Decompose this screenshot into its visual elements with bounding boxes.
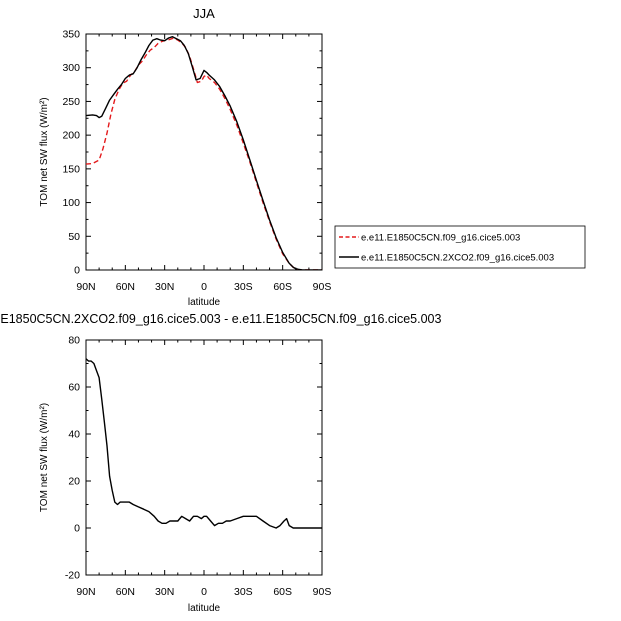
y-tick-label: 50	[68, 231, 80, 243]
x-axis-label: latitude	[188, 297, 221, 308]
y-tick-label: 20	[68, 476, 80, 488]
y-tick-label: 100	[62, 197, 80, 209]
series-line-0	[86, 358, 322, 529]
plot-frame	[85, 33, 323, 271]
y-tick-label: 60	[68, 382, 80, 394]
x-tick-label: 0	[201, 586, 207, 598]
x-tick-label: 60N	[116, 586, 135, 598]
series-line-1	[86, 36, 322, 270]
y-tick-label: -20	[65, 570, 80, 582]
x-tick-label: 60S	[273, 586, 292, 598]
x-tick-label: 0	[201, 281, 207, 293]
y-tick-label: 0	[74, 265, 80, 277]
y-tick-label: 350	[62, 29, 80, 41]
y-axis-label: TOM net SW flux (W/m²)	[39, 403, 50, 512]
series-line-0	[86, 37, 322, 270]
x-tick-label: 90N	[76, 281, 95, 293]
y-tick-label: 150	[62, 163, 80, 175]
x-tick-label: 60N	[116, 281, 135, 293]
x-tick-label: 30N	[155, 281, 174, 293]
legend-label-1: e.e11.E1850C5CN.2XCO2.f09_g16.cice5.003	[361, 253, 554, 264]
x-tick-label: 90S	[313, 281, 332, 293]
legend-box	[334, 225, 586, 269]
x-tick-label: 30N	[155, 586, 174, 598]
y-tick-label: 80	[68, 335, 80, 347]
y-tick-label: 0	[74, 523, 80, 535]
x-tick-label: 90N	[76, 586, 95, 598]
x-tick-label: 90S	[313, 586, 332, 598]
chart-title: JJA	[193, 6, 215, 21]
chart-bottom: 90N 60N 30N 0 30S 60S 90S -20 0 20 40 60 80 e.e11.E18…	[0, 312, 441, 614]
y-axis-label: TOM net SW flux (W/m²)	[39, 97, 50, 206]
y-tick-label: 200	[62, 130, 80, 142]
chart-top: 90N 60N 30N 0 30S 60S 90S 0 50 100 150 200 250 300 350…	[39, 6, 586, 308]
plot-frame	[85, 339, 323, 576]
y-tick-label: 250	[62, 96, 80, 108]
y-tick-label: 300	[62, 62, 80, 74]
legend-label-0: e.e11.E1850C5CN.f09_g16.cice5.003	[361, 233, 520, 244]
x-tick-label: 30S	[234, 586, 253, 598]
x-tick-label: 30S	[234, 281, 253, 293]
x-tick-label: 60S	[273, 281, 292, 293]
chart-title: e.e11.E1850C5CN.2XCO2.f09_g16.cice5.003 …	[0, 312, 441, 326]
y-tick-label: 40	[68, 429, 80, 441]
x-axis-label: latitude	[188, 603, 221, 614]
